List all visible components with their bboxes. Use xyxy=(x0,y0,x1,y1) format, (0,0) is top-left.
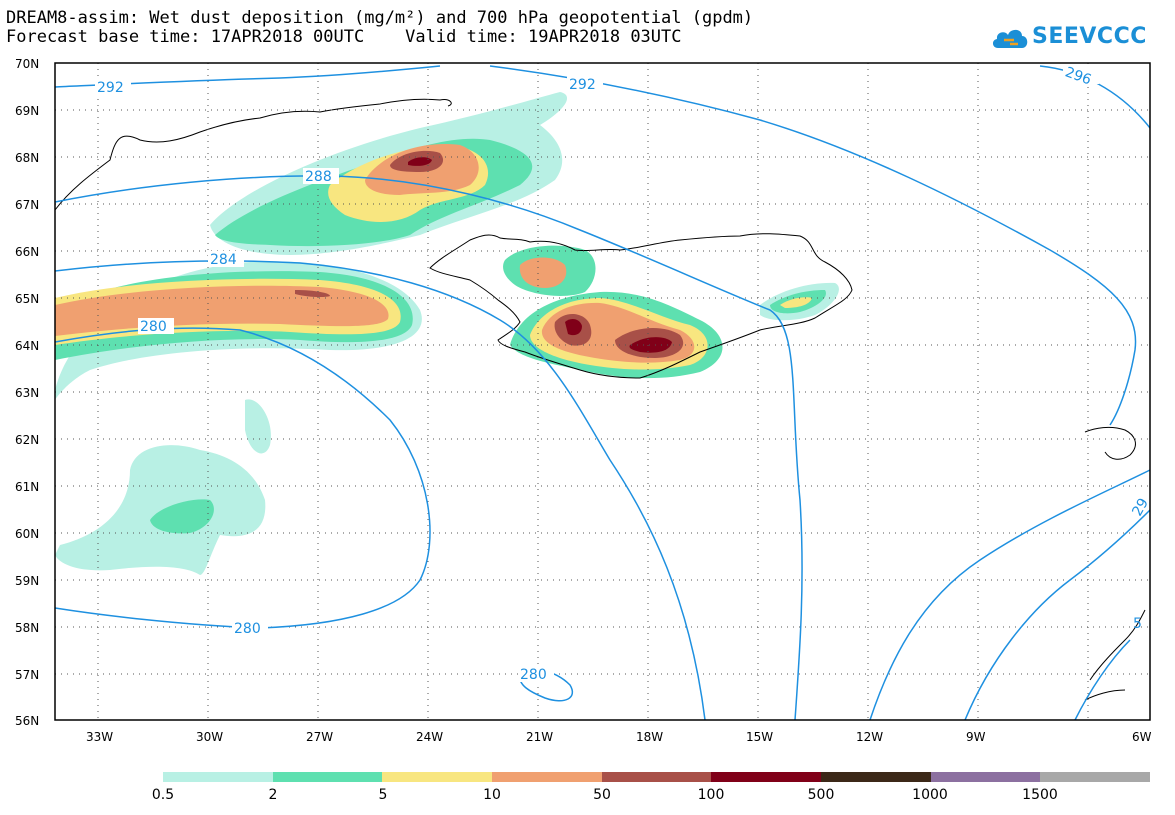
contour-east-3 xyxy=(1074,639,1131,721)
map-frame xyxy=(54,62,1151,721)
iceland-east-blob-yellow xyxy=(780,297,812,308)
lat-label: 65N xyxy=(15,292,39,306)
deposition-shading xyxy=(55,92,839,575)
contour-label: 5 xyxy=(1133,616,1142,632)
iceland-west-blob-orange xyxy=(519,257,567,288)
contour-label: 292 xyxy=(97,80,124,96)
legend-label: 100 xyxy=(697,787,725,803)
contour-label: 280 xyxy=(520,667,547,683)
graticule xyxy=(55,63,1150,720)
legend-swatch xyxy=(382,772,493,782)
legend-swatch xyxy=(711,772,822,782)
iceland-coast xyxy=(429,233,853,379)
lat-label: 61N xyxy=(15,480,39,494)
scotland-coast xyxy=(1084,609,1146,701)
lon-label: 24W xyxy=(416,730,443,744)
lon-label: 6W xyxy=(1132,730,1152,744)
legend-swatch xyxy=(492,772,602,782)
cloud-icon xyxy=(992,29,1028,48)
blob-southwest-mid xyxy=(245,399,271,454)
lat-label: 66N xyxy=(15,245,39,259)
map-title: DREAM8-assim: Wet dust deposition (mg/m²… xyxy=(6,8,754,28)
contour-label: 284 xyxy=(210,252,237,268)
iceland-south-core xyxy=(629,337,672,353)
lat-axis: 70N 69N 68N 67N 66N 65N 64N 63N 62N 61N … xyxy=(15,57,39,728)
map-subtitle: Forecast base time: 17APR2018 00UTC Vali… xyxy=(6,27,682,47)
seevccc-logo: SEEVCCC xyxy=(990,20,1146,56)
contour-label: 292 xyxy=(569,77,596,93)
blob-southwest-green xyxy=(150,499,214,534)
lat-label: 70N xyxy=(15,57,39,71)
legend-label: 2 xyxy=(268,787,278,803)
legend-swatch xyxy=(601,772,712,782)
faroe-islands xyxy=(1084,426,1136,460)
contour-280-main xyxy=(54,327,431,629)
legend-label: 5 xyxy=(378,787,388,803)
lat-label: 58N xyxy=(15,621,39,635)
lat-label: 62N xyxy=(15,433,39,447)
band-west-dark xyxy=(295,290,330,298)
legend-swatch xyxy=(272,772,383,782)
contour-east-1 xyxy=(869,469,1151,721)
coastlines xyxy=(54,98,1146,701)
contour-label: 296 xyxy=(1063,64,1094,88)
lon-label: 33W xyxy=(86,730,113,744)
lon-label: 9W xyxy=(966,730,986,744)
lat-label: 67N xyxy=(15,198,39,212)
lat-label: 56N xyxy=(15,714,39,728)
legend-swatch xyxy=(821,772,931,782)
legend-label: 50 xyxy=(593,787,611,803)
color-legend xyxy=(163,772,1151,782)
lon-label: 27W xyxy=(306,730,333,744)
contour-292-main xyxy=(489,65,1137,426)
contour-288 xyxy=(54,175,803,721)
contour-labels: 292 292 296 288 284 280 280 280 29 5 xyxy=(95,64,1152,683)
lon-label: 12W xyxy=(856,730,883,744)
legend-label: 500 xyxy=(807,787,835,803)
lat-label: 63N xyxy=(15,386,39,400)
lon-label: 15W xyxy=(746,730,773,744)
geopotential-contours xyxy=(54,65,1151,721)
lat-label: 60N xyxy=(15,527,39,541)
legend-label: 10 xyxy=(483,787,501,803)
lat-label: 68N xyxy=(15,151,39,165)
logo-text: SEEVCCC xyxy=(1032,24,1147,49)
lon-label: 21W xyxy=(526,730,553,744)
lon-axis: 33W 30W 27W 24W 21W 18W 15W 12W 9W 6W xyxy=(86,730,1152,744)
legend-label: 1000 xyxy=(912,787,948,803)
contour-label: 288 xyxy=(305,169,332,185)
lon-label: 30W xyxy=(196,730,223,744)
lon-label: 18W xyxy=(636,730,663,744)
lat-label: 57N xyxy=(15,668,39,682)
contour-label: 29 xyxy=(1129,496,1152,519)
greenland-coast xyxy=(54,98,452,211)
lat-label: 69N xyxy=(15,104,39,118)
iceland-south-core-2 xyxy=(565,318,582,336)
blob-southwest-light xyxy=(55,445,266,575)
contour-east-2 xyxy=(964,509,1151,721)
legend-label: 0.5 xyxy=(151,787,175,803)
contour-296 xyxy=(1039,65,1151,129)
contour-label: 280 xyxy=(140,319,167,335)
lat-label: 59N xyxy=(15,574,39,588)
contour-label: 280 xyxy=(234,621,261,637)
legend-swatch xyxy=(163,772,273,782)
legend-swatch xyxy=(930,772,1041,782)
legend-label: 1500 xyxy=(1022,787,1058,803)
lat-label: 64N xyxy=(15,339,39,353)
legend-swatch xyxy=(1040,772,1151,782)
plume-north-core xyxy=(408,157,432,166)
